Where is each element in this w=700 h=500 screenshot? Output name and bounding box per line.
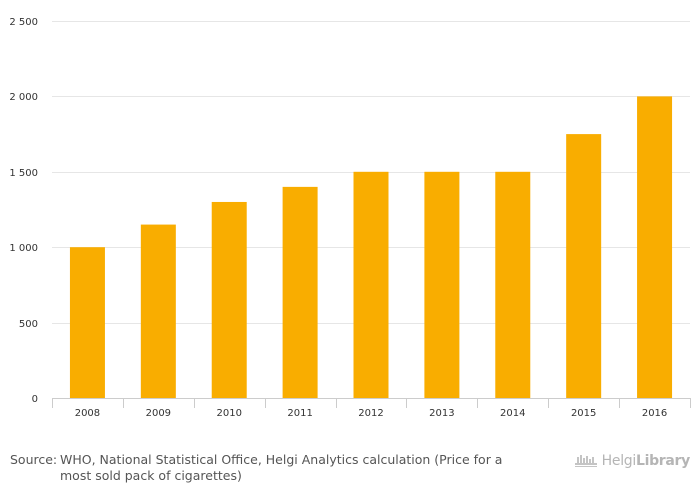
bar[interactable] bbox=[637, 96, 673, 399]
x-tick-label: 2011 bbox=[287, 408, 312, 419]
x-axis bbox=[52, 398, 691, 408]
source-prefix: Source: bbox=[10, 452, 58, 467]
brand-name-bold: Library bbox=[635, 453, 690, 469]
bar[interactable] bbox=[140, 224, 176, 398]
x-tick-label: 2010 bbox=[216, 408, 241, 419]
chart-footer: Source: WHO, National Statistical Office… bbox=[0, 450, 700, 500]
y-tick-label: 2 500 bbox=[9, 17, 38, 28]
bar[interactable] bbox=[353, 171, 389, 398]
brand-name-light: Helgi bbox=[601, 453, 637, 469]
y-axis-tick-labels: 0 500 1 000 1 500 2 000 2 500 bbox=[9, 17, 38, 405]
x-tick-label: 2012 bbox=[358, 408, 383, 419]
brand-name: HelgiLibrary bbox=[601, 453, 691, 469]
y-tick-label: 1 000 bbox=[9, 243, 38, 254]
x-tick-label: 2009 bbox=[146, 408, 171, 419]
bar-chart: 0 500 1 000 1 500 2 000 2 500 2008 2009 2010 201… bbox=[9, 17, 691, 419]
bar[interactable] bbox=[211, 201, 247, 398]
bar[interactable] bbox=[424, 171, 460, 398]
source-body: WHO, National Statistical Office, Helgi … bbox=[60, 452, 503, 483]
x-tick-label: 2015 bbox=[571, 408, 596, 419]
library-books-icon bbox=[574, 455, 597, 467]
x-tick-label: 2014 bbox=[500, 408, 525, 419]
y-tick-label: 1 500 bbox=[9, 168, 38, 179]
helgi-library-logo[interactable]: HelgiLibrary bbox=[574, 452, 690, 470]
bar[interactable] bbox=[69, 247, 105, 398]
x-tick-label: 2013 bbox=[429, 408, 454, 419]
x-tick-label: 2016 bbox=[642, 408, 667, 419]
y-tick-label: 2 000 bbox=[9, 92, 38, 103]
source-note: Source: WHO, National Statistical Office… bbox=[10, 452, 530, 484]
y-tick-label: 0 bbox=[32, 394, 38, 405]
y-tick-label: 500 bbox=[19, 319, 38, 330]
x-axis-tick-labels: 2008 2009 2010 2011 2012 2013 2014 2015 2016 bbox=[75, 408, 668, 419]
bars bbox=[69, 96, 673, 399]
bar[interactable] bbox=[282, 186, 318, 398]
bar[interactable] bbox=[495, 171, 531, 398]
x-tick-label: 2008 bbox=[75, 408, 100, 419]
bar[interactable] bbox=[566, 134, 602, 398]
